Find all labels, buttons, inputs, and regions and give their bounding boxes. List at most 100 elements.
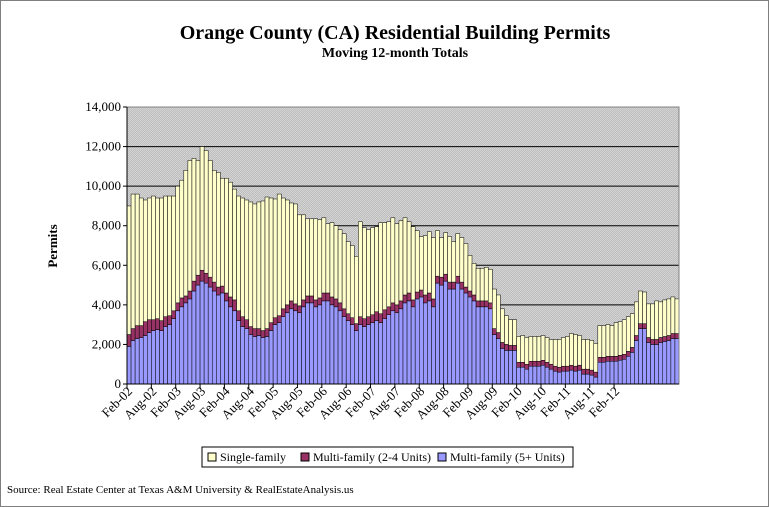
bar-single-family xyxy=(142,199,148,322)
bar-multi-2-4 xyxy=(382,309,388,319)
bar-multi-5-plus xyxy=(183,302,189,385)
bar-multi-5-plus xyxy=(605,361,611,385)
bar-multi-2-4 xyxy=(646,337,651,343)
bar-single-family xyxy=(536,336,542,362)
bar-multi-5-plus xyxy=(540,364,546,385)
bar-multi-2-4 xyxy=(297,305,302,314)
bar-multi-2-4 xyxy=(528,361,534,367)
bar-multi-2-4 xyxy=(224,292,229,302)
bar-multi-5-plus xyxy=(556,371,562,385)
bar-multi-5-plus xyxy=(654,344,659,385)
legend-label-multi-5-plus: Multi-family (5+ Units) xyxy=(450,450,565,464)
bar-multi-2-4 xyxy=(402,294,408,304)
bar-multi-2-4 xyxy=(130,328,136,341)
bar-multi-2-4 xyxy=(532,361,538,367)
bar-multi-5-plus xyxy=(142,335,148,385)
bar-single-family xyxy=(625,316,631,352)
bar-single-family xyxy=(479,268,485,302)
bar-single-family xyxy=(638,290,643,324)
bar-single-family xyxy=(366,229,371,317)
bar-multi-2-4 xyxy=(260,330,266,338)
bar-multi-5-plus xyxy=(597,361,603,385)
bar-multi-5-plus xyxy=(439,284,444,385)
bar-multi-5-plus xyxy=(374,320,379,385)
bar-multi-2-4 xyxy=(670,333,676,339)
bar-single-family xyxy=(171,195,176,312)
bar-multi-5-plus xyxy=(613,361,619,385)
bar-multi-2-4 xyxy=(305,295,310,304)
bar-multi-2-4 xyxy=(561,365,566,372)
bar-multi-2-4 xyxy=(280,308,286,317)
bar-single-family xyxy=(390,217,396,304)
bar-multi-5-plus xyxy=(228,306,233,385)
bar-multi-2-4 xyxy=(337,302,343,312)
bar-multi-5-plus xyxy=(630,352,635,385)
legend-label-multi-2-4: Multi-family (2-4 Units) xyxy=(313,450,431,464)
bar-single-family xyxy=(378,222,383,315)
bar-multi-5-plus xyxy=(313,306,319,385)
bar-multi-2-4 xyxy=(621,354,627,360)
bar-multi-2-4 xyxy=(536,361,542,367)
bar-multi-2-4 xyxy=(455,275,461,284)
bar-multi-5-plus xyxy=(638,328,643,385)
bar-multi-2-4 xyxy=(207,276,213,288)
bar-single-family xyxy=(532,336,538,362)
bar-single-family xyxy=(370,227,375,315)
bar-multi-2-4 xyxy=(195,274,201,286)
bar-multi-2-4 xyxy=(240,316,245,327)
bar-multi-2-4 xyxy=(232,299,237,312)
bar-multi-2-4 xyxy=(585,368,590,375)
bar-multi-2-4 xyxy=(175,302,181,312)
bar-single-family xyxy=(475,268,481,302)
bar-multi-5-plus xyxy=(674,338,680,385)
bar-multi-5-plus xyxy=(601,361,607,385)
bar-multi-5-plus xyxy=(321,300,327,385)
bar-multi-2-4 xyxy=(341,308,347,317)
bar-multi-2-4 xyxy=(471,294,477,302)
bar-multi-2-4 xyxy=(524,363,530,370)
bar-single-family xyxy=(134,193,140,326)
bar-multi-2-4 xyxy=(220,285,225,294)
bar-multi-2-4 xyxy=(500,342,505,349)
bar-multi-5-plus xyxy=(378,322,383,385)
bar-multi-5-plus xyxy=(268,330,274,385)
bar-multi-5-plus xyxy=(354,330,359,385)
bar-multi-5-plus xyxy=(646,342,651,385)
bar-multi-5-plus xyxy=(329,304,335,385)
bar-multi-2-4 xyxy=(617,355,623,361)
bar-single-family xyxy=(276,193,282,316)
bar-multi-5-plus xyxy=(662,341,668,385)
bar-multi-5-plus xyxy=(138,337,144,385)
bar-multi-2-4 xyxy=(630,347,635,353)
bar-multi-2-4 xyxy=(354,323,359,331)
bar-single-family xyxy=(240,197,245,317)
bar-single-family xyxy=(126,205,132,335)
bar-multi-2-4 xyxy=(199,269,205,282)
bar-multi-5-plus xyxy=(536,365,542,385)
bar-multi-5-plus xyxy=(625,356,631,385)
bar-multi-5-plus xyxy=(410,306,416,385)
bar-multi-5-plus xyxy=(475,306,481,385)
bar-multi-5-plus xyxy=(520,366,526,385)
y-tick-label: 6,000 xyxy=(92,257,121,272)
bar-single-family xyxy=(487,268,493,304)
bar-multi-2-4 xyxy=(463,286,469,294)
y-tick-label: 12,000 xyxy=(85,139,121,154)
bar-multi-5-plus xyxy=(670,338,676,385)
bar-multi-5-plus xyxy=(220,292,225,385)
bar-multi-2-4 xyxy=(410,299,416,308)
bar-multi-2-4 xyxy=(638,323,643,329)
bar-multi-5-plus xyxy=(325,300,331,385)
bar-multi-5-plus xyxy=(552,370,558,385)
bar-single-family xyxy=(621,319,627,355)
bar-multi-2-4 xyxy=(236,310,241,321)
bar-multi-5-plus xyxy=(203,282,209,385)
bar-multi-5-plus xyxy=(512,350,517,385)
bar-single-family xyxy=(577,335,582,366)
bar-multi-5-plus xyxy=(666,340,672,385)
bar-multi-2-4 xyxy=(191,280,197,292)
bar-single-family xyxy=(358,221,363,317)
bar-multi-2-4 xyxy=(151,319,156,331)
bar-single-family xyxy=(309,218,314,297)
